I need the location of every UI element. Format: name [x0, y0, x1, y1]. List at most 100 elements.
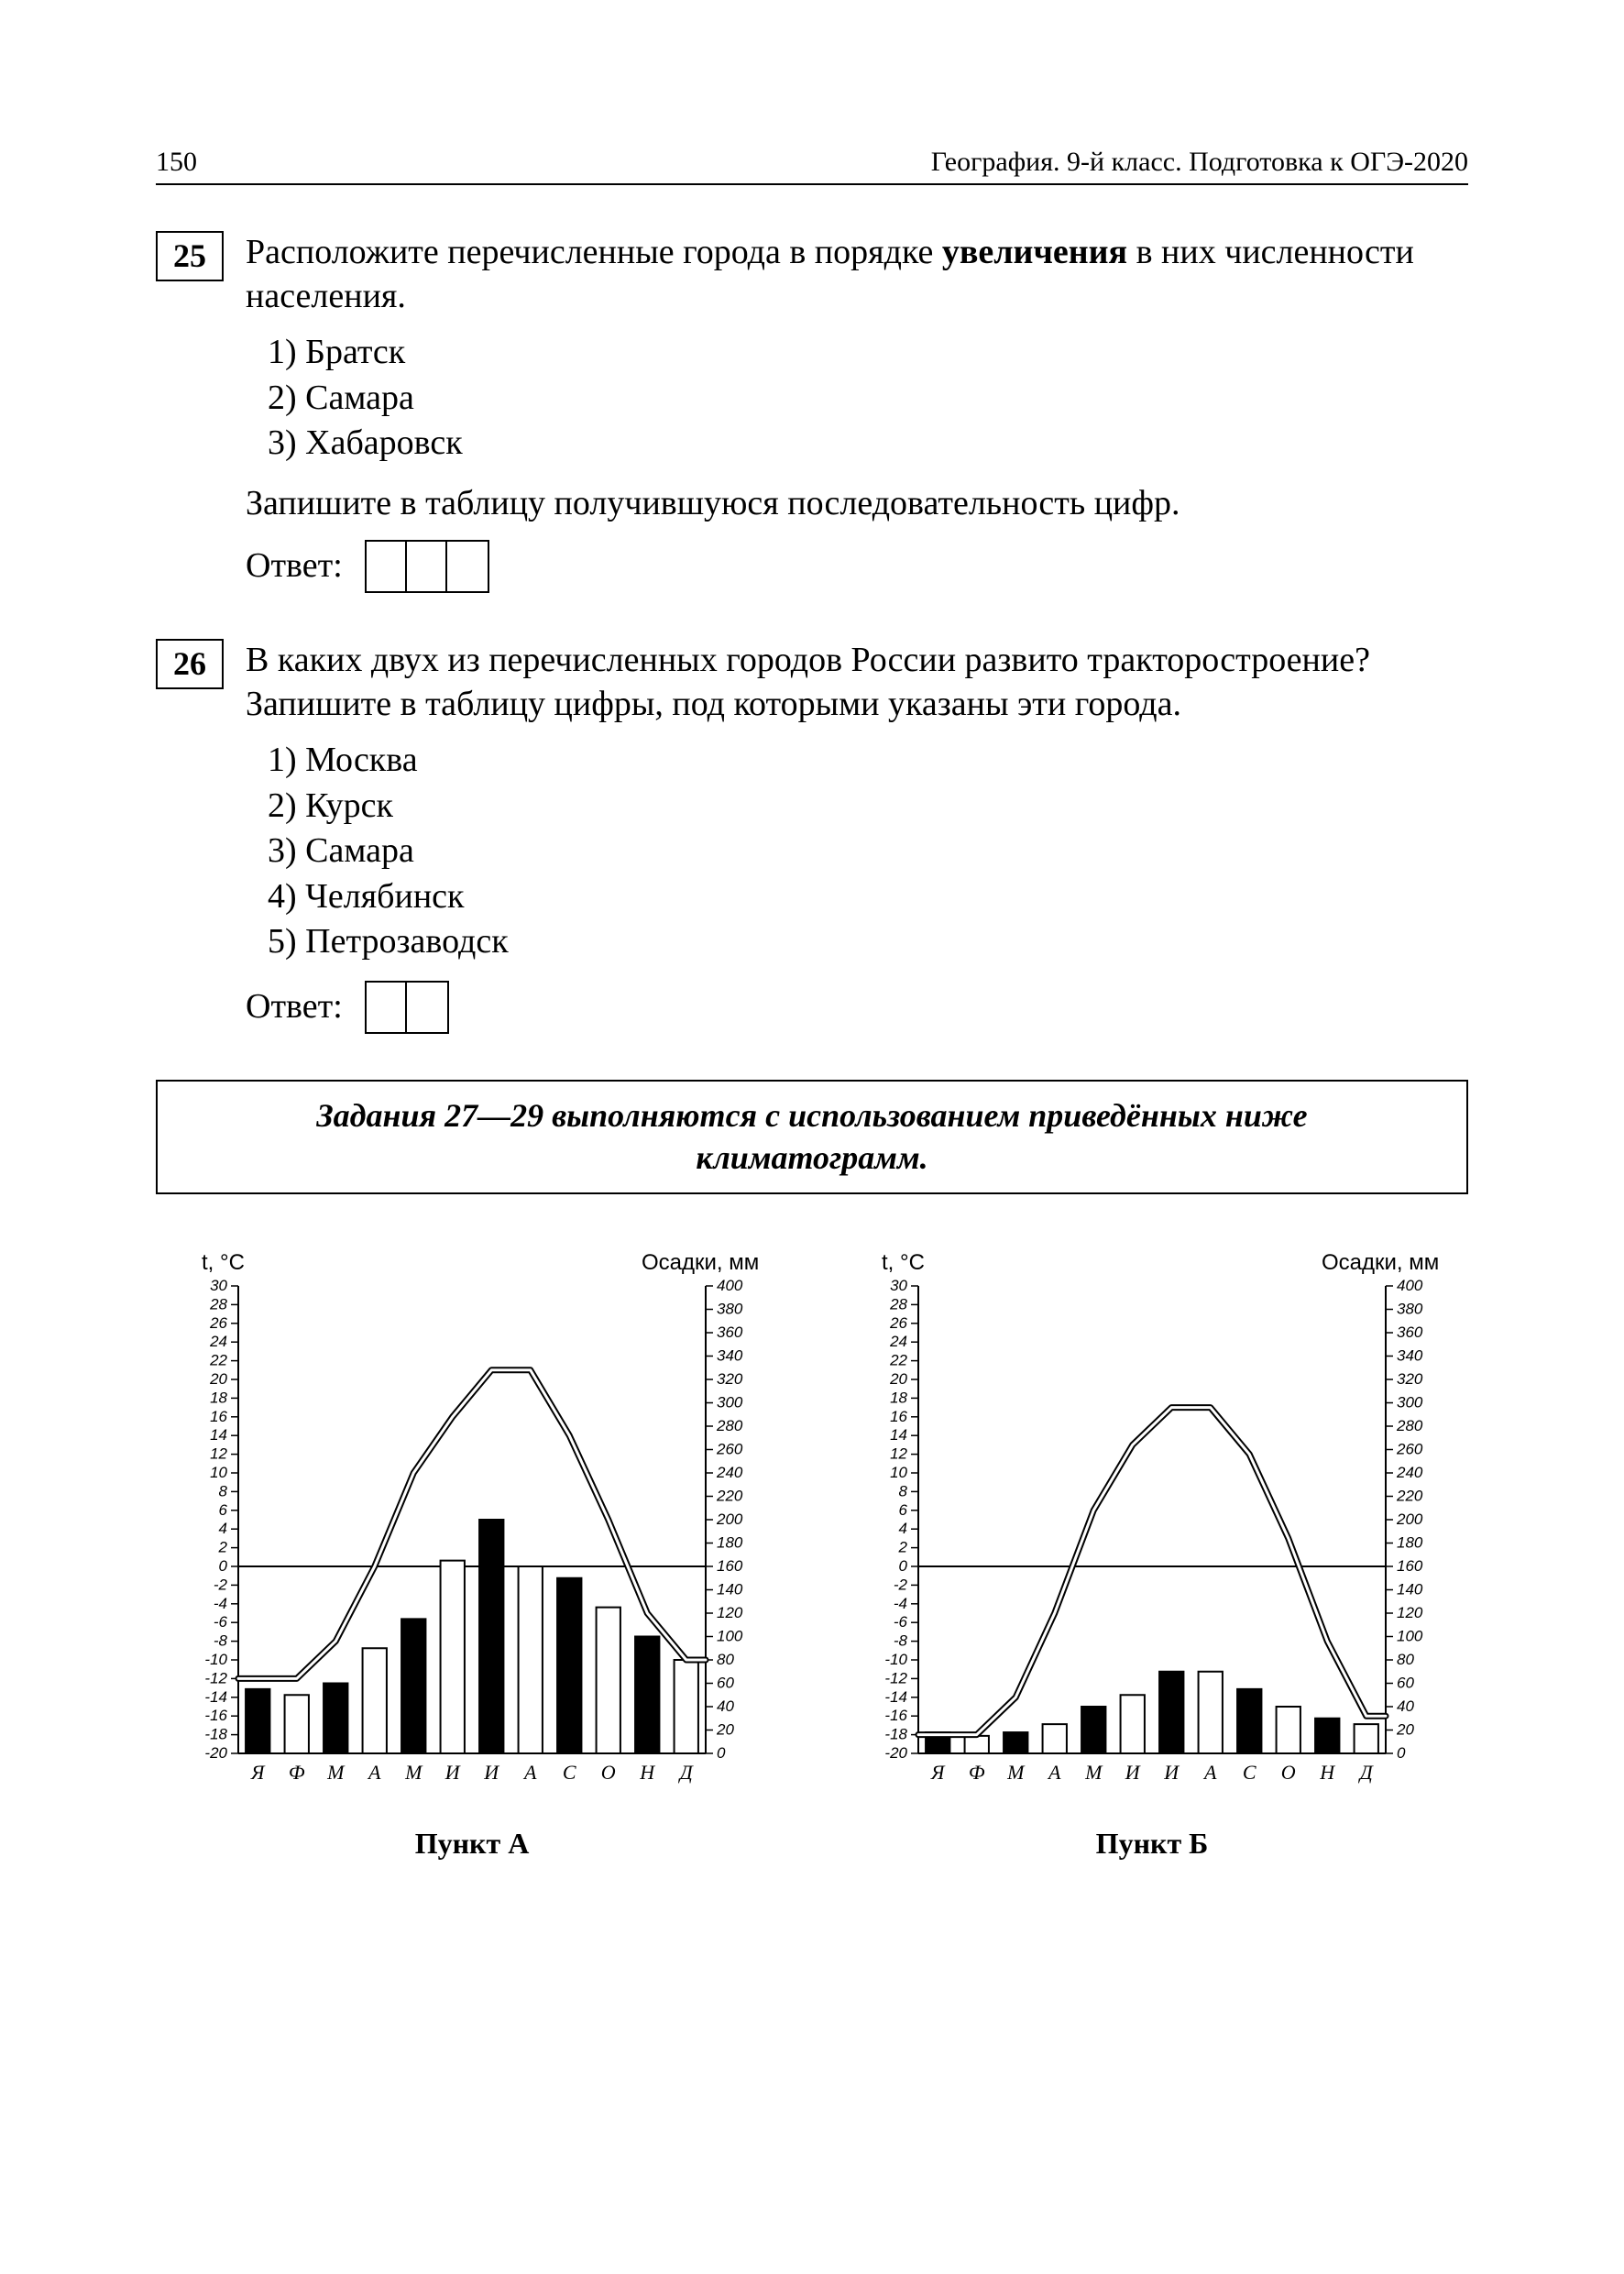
svg-text:-14: -14: [204, 1688, 227, 1706]
svg-text:Д: Д: [678, 1761, 694, 1784]
answer-cell[interactable]: [367, 983, 407, 1032]
prompt-text: Расположите перечисленные города в поряд…: [246, 233, 942, 271]
svg-text:-18: -18: [884, 1726, 907, 1743]
climatogram-a: t, °CОсадки, мм3028262422201816141210864…: [156, 1231, 788, 1861]
svg-text:260: 260: [1396, 1441, 1423, 1458]
option-item: 4) Челябинск: [268, 875, 1468, 919]
answer-boxes[interactable]: [365, 981, 449, 1034]
option-item: 5) Петрозаводск: [268, 920, 1468, 964]
svg-text:2: 2: [218, 1539, 228, 1556]
svg-text:120: 120: [1397, 1604, 1423, 1621]
svg-text:12: 12: [210, 1445, 227, 1463]
svg-text:-2: -2: [214, 1576, 228, 1593]
svg-text:Я: Я: [930, 1761, 946, 1784]
page-header: 150 География. 9-й класс. Подготовка к О…: [156, 147, 1468, 185]
climatogram-b: t, °CОсадки, мм3028262422201816141210864…: [836, 1231, 1468, 1861]
svg-text:340: 340: [717, 1347, 743, 1365]
svg-text:И: И: [1163, 1761, 1180, 1784]
svg-text:-10: -10: [204, 1651, 227, 1668]
svg-text:400: 400: [1397, 1277, 1423, 1294]
svg-text:20: 20: [889, 1370, 907, 1388]
svg-text:4: 4: [219, 1520, 227, 1537]
svg-text:t, °C: t, °C: [202, 1250, 245, 1275]
svg-text:10: 10: [890, 1464, 907, 1481]
climatogram-b-svg: t, °CОсадки, мм3028262422201816141210864…: [836, 1231, 1468, 1818]
svg-text:t, °C: t, °C: [882, 1250, 925, 1275]
svg-text:-6: -6: [214, 1613, 228, 1631]
svg-text:О: О: [1281, 1761, 1296, 1784]
svg-text:М: М: [404, 1761, 423, 1784]
question-number-box: 25: [156, 231, 224, 281]
svg-text:Ф: Ф: [289, 1761, 305, 1784]
svg-text:18: 18: [210, 1389, 227, 1406]
option-item: 2) Самара: [268, 377, 1468, 421]
svg-text:26: 26: [889, 1314, 907, 1332]
svg-text:-20: -20: [884, 1744, 907, 1762]
climatogram-a-svg: t, °CОсадки, мм3028262422201816141210864…: [156, 1231, 788, 1818]
svg-text:280: 280: [1396, 1417, 1423, 1434]
answer-label: Ответ:: [246, 544, 343, 588]
svg-text:8: 8: [899, 1482, 908, 1500]
svg-text:60: 60: [717, 1675, 734, 1692]
answer-cell[interactable]: [447, 542, 488, 591]
page-number: 150: [156, 147, 197, 178]
svg-text:22: 22: [889, 1352, 907, 1369]
svg-text:40: 40: [717, 1697, 734, 1715]
instruction-text: Запишите в таблицу получившуюся последов…: [246, 482, 1468, 526]
svg-text:-8: -8: [214, 1632, 228, 1650]
question-body: Расположите перечисленные города в поряд…: [246, 231, 1468, 602]
svg-text:380: 380: [1397, 1301, 1423, 1318]
question-26: 26 В каких двух из перечисленных городов…: [156, 639, 1468, 1043]
svg-text:-6: -6: [894, 1613, 908, 1631]
svg-text:28: 28: [889, 1295, 907, 1313]
svg-text:180: 180: [1397, 1534, 1423, 1552]
svg-text:24: 24: [889, 1333, 907, 1350]
svg-text:300: 300: [1397, 1394, 1423, 1412]
svg-text:0: 0: [219, 1557, 228, 1575]
svg-text:М: М: [1084, 1761, 1103, 1784]
svg-text:-12: -12: [204, 1669, 227, 1686]
svg-text:60: 60: [1397, 1675, 1414, 1692]
answer-cell[interactable]: [367, 542, 407, 591]
climatogram-row: t, °CОсадки, мм3028262422201816141210864…: [156, 1231, 1468, 1861]
svg-text:240: 240: [1396, 1464, 1423, 1481]
svg-text:-4: -4: [894, 1595, 907, 1612]
answer-boxes[interactable]: [365, 540, 489, 593]
svg-text:140: 140: [1397, 1581, 1423, 1598]
question-prompt: Расположите перечисленные города в поряд…: [246, 231, 1468, 318]
answer-cell[interactable]: [407, 983, 447, 1032]
options-list: 1) Москва 2) Курск 3) Самара 4) Челябинс…: [268, 739, 1468, 964]
svg-text:24: 24: [209, 1333, 227, 1350]
svg-text:160: 160: [1397, 1557, 1423, 1575]
svg-text:0: 0: [1397, 1744, 1406, 1762]
svg-text:360: 360: [1397, 1324, 1423, 1341]
svg-text:8: 8: [219, 1482, 228, 1500]
instruction-callout: Задания 27—29 выполняются с использовани…: [156, 1080, 1468, 1195]
svg-text:16: 16: [210, 1408, 227, 1425]
options-list: 1) Братск 2) Самара 3) Хабаровск: [268, 331, 1468, 466]
svg-text:30: 30: [890, 1277, 907, 1294]
svg-text:100: 100: [717, 1628, 743, 1645]
answer-cell[interactable]: [407, 542, 447, 591]
svg-text:12: 12: [890, 1445, 907, 1463]
svg-text:-18: -18: [204, 1726, 227, 1743]
svg-text:28: 28: [209, 1295, 227, 1313]
svg-text:80: 80: [1397, 1651, 1414, 1668]
svg-text:-12: -12: [884, 1669, 907, 1686]
svg-text:А: А: [1047, 1761, 1061, 1784]
svg-text:Н: Н: [1319, 1761, 1335, 1784]
svg-text:400: 400: [717, 1277, 743, 1294]
svg-text:40: 40: [1397, 1697, 1414, 1715]
svg-text:20: 20: [1396, 1721, 1414, 1739]
svg-text:200: 200: [1396, 1511, 1423, 1528]
svg-text:А: А: [367, 1761, 381, 1784]
svg-text:И: И: [1125, 1761, 1141, 1784]
svg-text:О: О: [601, 1761, 616, 1784]
svg-text:320: 320: [717, 1370, 743, 1388]
svg-text:14: 14: [890, 1426, 907, 1444]
svg-text:0: 0: [899, 1557, 908, 1575]
svg-text:2: 2: [898, 1539, 908, 1556]
prompt-bold: увеличения: [942, 233, 1127, 271]
svg-text:-2: -2: [894, 1576, 908, 1593]
svg-text:240: 240: [716, 1464, 743, 1481]
